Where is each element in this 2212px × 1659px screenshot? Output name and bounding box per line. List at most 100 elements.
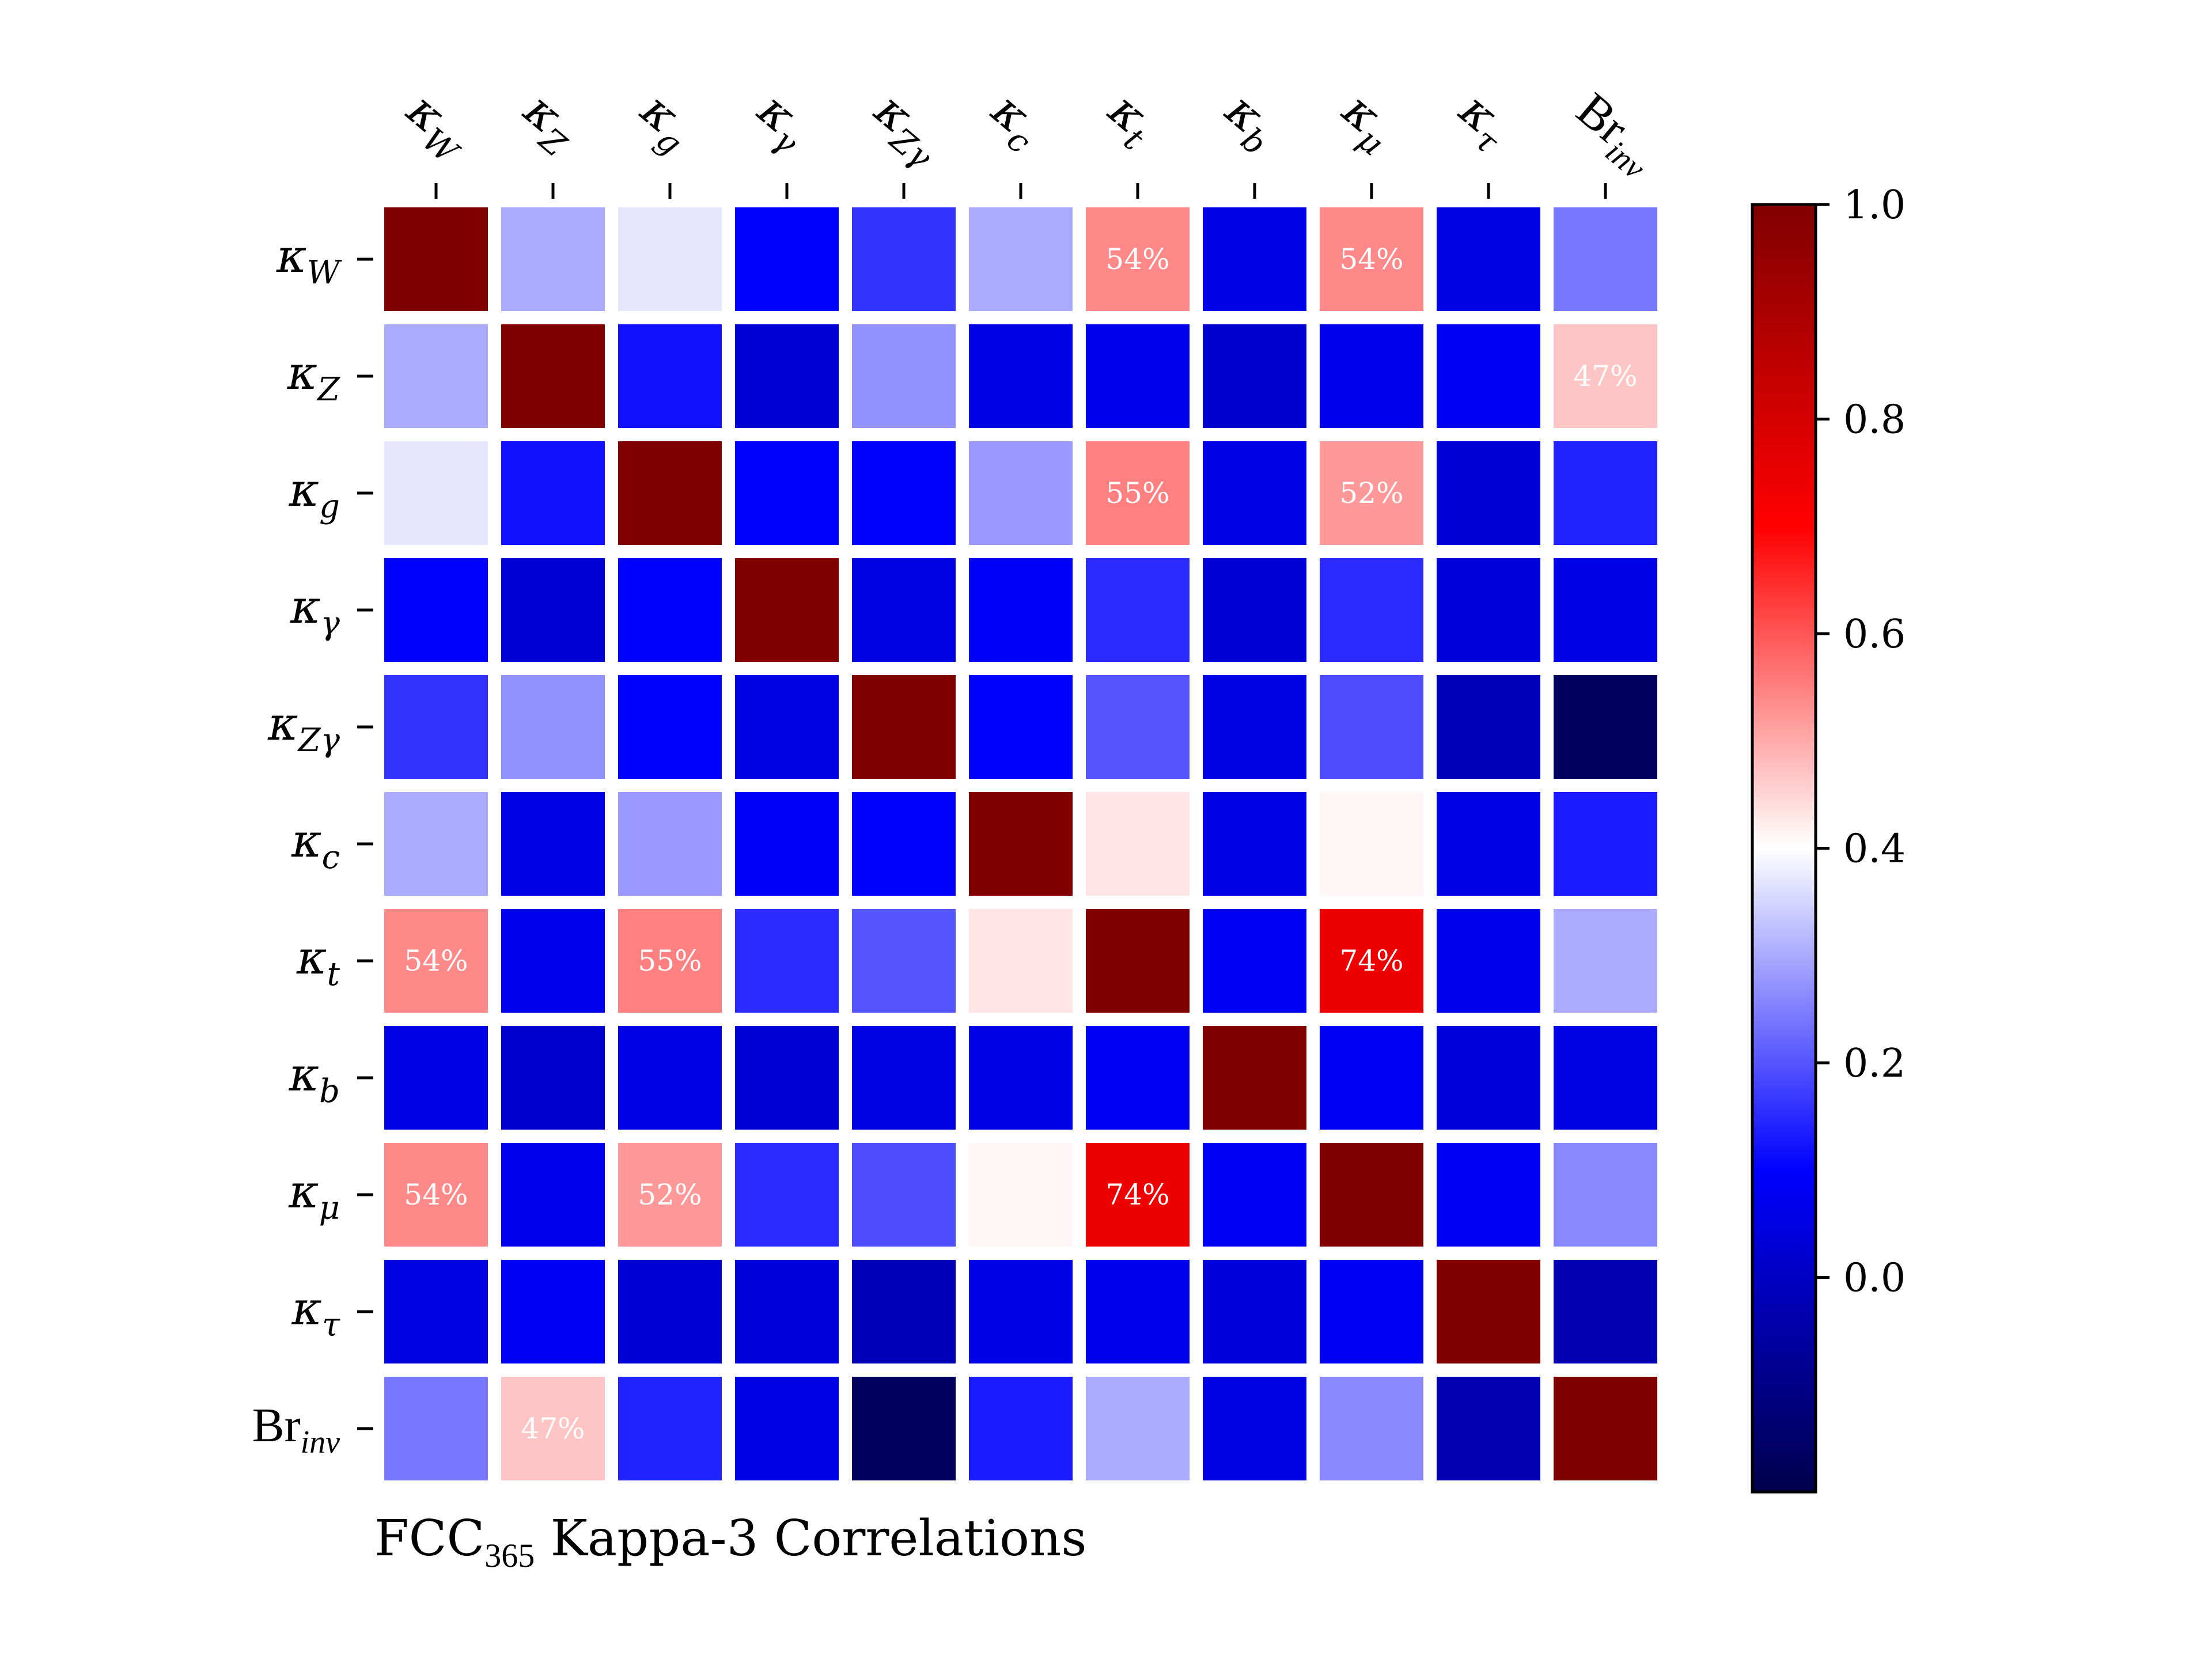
colorbar-tick-label: 0.2 [1843, 1041, 1906, 1086]
axis-tick-label: κτ [1444, 82, 1521, 162]
heatmap-cell [501, 1260, 605, 1363]
heatmap-cell [1086, 1026, 1190, 1130]
heatmap-cell [1203, 1260, 1306, 1363]
heatmap-cell [969, 207, 1073, 311]
heatmap-cell [1320, 324, 1423, 428]
cell-annotation: 74% [1105, 1178, 1169, 1211]
heatmap-cell [1437, 792, 1540, 896]
heatmap-cell [1437, 1026, 1540, 1130]
heatmap-cell [969, 324, 1073, 428]
heatmap-cell [1437, 441, 1540, 545]
heatmap-cell [501, 792, 605, 896]
heatmap-cell [969, 792, 1073, 896]
heatmap-cell [852, 324, 956, 428]
heatmap-cell [501, 441, 605, 545]
heatmap-cell [1437, 207, 1540, 311]
heatmap-cells: 54% 54% 47% 55% 52% 54% 55% 74% 54% 52% 74% 47% [384, 207, 1657, 1480]
heatmap-cell [501, 1143, 605, 1247]
axis-tick-label: κZ [287, 346, 340, 408]
heatmap-cell [501, 1026, 605, 1130]
axis-tick-label: Brinv [1562, 82, 1669, 186]
heatmap-cell [618, 558, 722, 662]
heatmap-cell [1554, 558, 1657, 662]
heatmap-cell [1554, 1260, 1657, 1363]
heatmap-cell [852, 1377, 956, 1480]
colorbar-tick-label: 1.0 [1843, 183, 1906, 228]
cell-annotation: 47% [1573, 359, 1637, 393]
y-axis-labels: κW κZ κg κγ κZγ κc κt κb κμ κτ Brinv [252, 229, 373, 1460]
heatmap-cell [1320, 558, 1423, 662]
axis-tick-label: κc [976, 82, 1053, 161]
heatmap-cell [384, 324, 488, 428]
colorbar-tick-label: 0.0 [1843, 1256, 1906, 1301]
heatmap-cell [852, 1026, 956, 1130]
axis-tick-label: κc [291, 814, 340, 876]
heatmap-cell [1203, 441, 1306, 545]
axis-tick-label: κt [296, 931, 340, 993]
colorbar-tick-label: 0.8 [1843, 397, 1906, 443]
cell-annotation: 52% [1339, 476, 1403, 510]
heatmap-cell [852, 1260, 956, 1363]
heatmap-cell [384, 1026, 488, 1130]
heatmap-cell [735, 324, 839, 428]
cell-annotation: 54% [1105, 243, 1169, 276]
colorbar-tick-label: 0.6 [1843, 612, 1906, 657]
cell-annotation: 55% [1105, 476, 1169, 510]
heatmap-cell [618, 1260, 722, 1363]
heatmap-cell [1203, 675, 1306, 779]
axis-tick-label: κτ [291, 1282, 340, 1344]
heatmap-cell [618, 1377, 722, 1480]
heatmap-cell [1437, 1260, 1540, 1363]
heatmap-cell [1203, 1143, 1306, 1247]
heatmap-cell [384, 792, 488, 896]
heatmap-cell [1086, 1260, 1190, 1363]
heatmap-cell [1320, 675, 1423, 779]
heatmap-cell [384, 558, 488, 662]
heatmap-cell [735, 1026, 839, 1130]
heatmap-cell [1086, 207, 1190, 311]
heatmap-cell [1086, 441, 1190, 545]
cell-annotation: 74% [1339, 944, 1403, 978]
cell-annotation: 52% [638, 1178, 702, 1211]
axis-tick-label: κg [289, 463, 340, 525]
heatmap-cell [618, 1026, 722, 1130]
heatmap-cell [501, 909, 605, 1013]
heatmap-cell [852, 792, 956, 896]
heatmap-cell [618, 1143, 722, 1247]
cell-annotation: 54% [1339, 243, 1403, 276]
heatmap-cell [1437, 909, 1540, 1013]
colorbar-gradient [1751, 203, 1817, 1494]
heatmap-cell [384, 441, 488, 545]
cell-annotation: 55% [638, 944, 702, 978]
title-subscript: 365 [484, 1537, 535, 1574]
axis-tick-label: κg [625, 82, 704, 163]
heatmap-cell [735, 1143, 839, 1247]
heatmap-cell [1554, 324, 1657, 428]
axis-tick-label: κZ [508, 82, 589, 165]
heatmap-cell [1554, 1143, 1657, 1247]
heatmap-cell [969, 558, 1073, 662]
heatmap-cell [735, 558, 839, 662]
heatmap-cell [1437, 324, 1540, 428]
heatmap-cell [735, 1260, 839, 1363]
axis-tick-label: κZγ [267, 697, 340, 759]
axis-tick-label: κt [1093, 82, 1166, 158]
heatmap-cell [1320, 207, 1423, 311]
heatmap-cell [1086, 324, 1190, 428]
heatmap-cell [1203, 324, 1306, 428]
heatmap-cell [501, 675, 605, 779]
axis-tick-label: κμ [1327, 82, 1406, 164]
heatmap-cell [1437, 1143, 1540, 1247]
title-main-text: FCC [374, 1510, 484, 1567]
heatmap-cell [384, 207, 488, 311]
axis-tick-label: κγ [290, 580, 340, 642]
axis-tick-label: κW [391, 82, 482, 173]
axis-tick-label: κμ [288, 1165, 340, 1227]
heatmap-cell [1086, 558, 1190, 662]
cell-annotation: 47% [521, 1412, 585, 1445]
heatmap-cell [1437, 1377, 1540, 1480]
heatmap-cell [969, 1026, 1073, 1130]
heatmap-cell [1320, 1377, 1423, 1480]
heatmap-cell [852, 909, 956, 1013]
